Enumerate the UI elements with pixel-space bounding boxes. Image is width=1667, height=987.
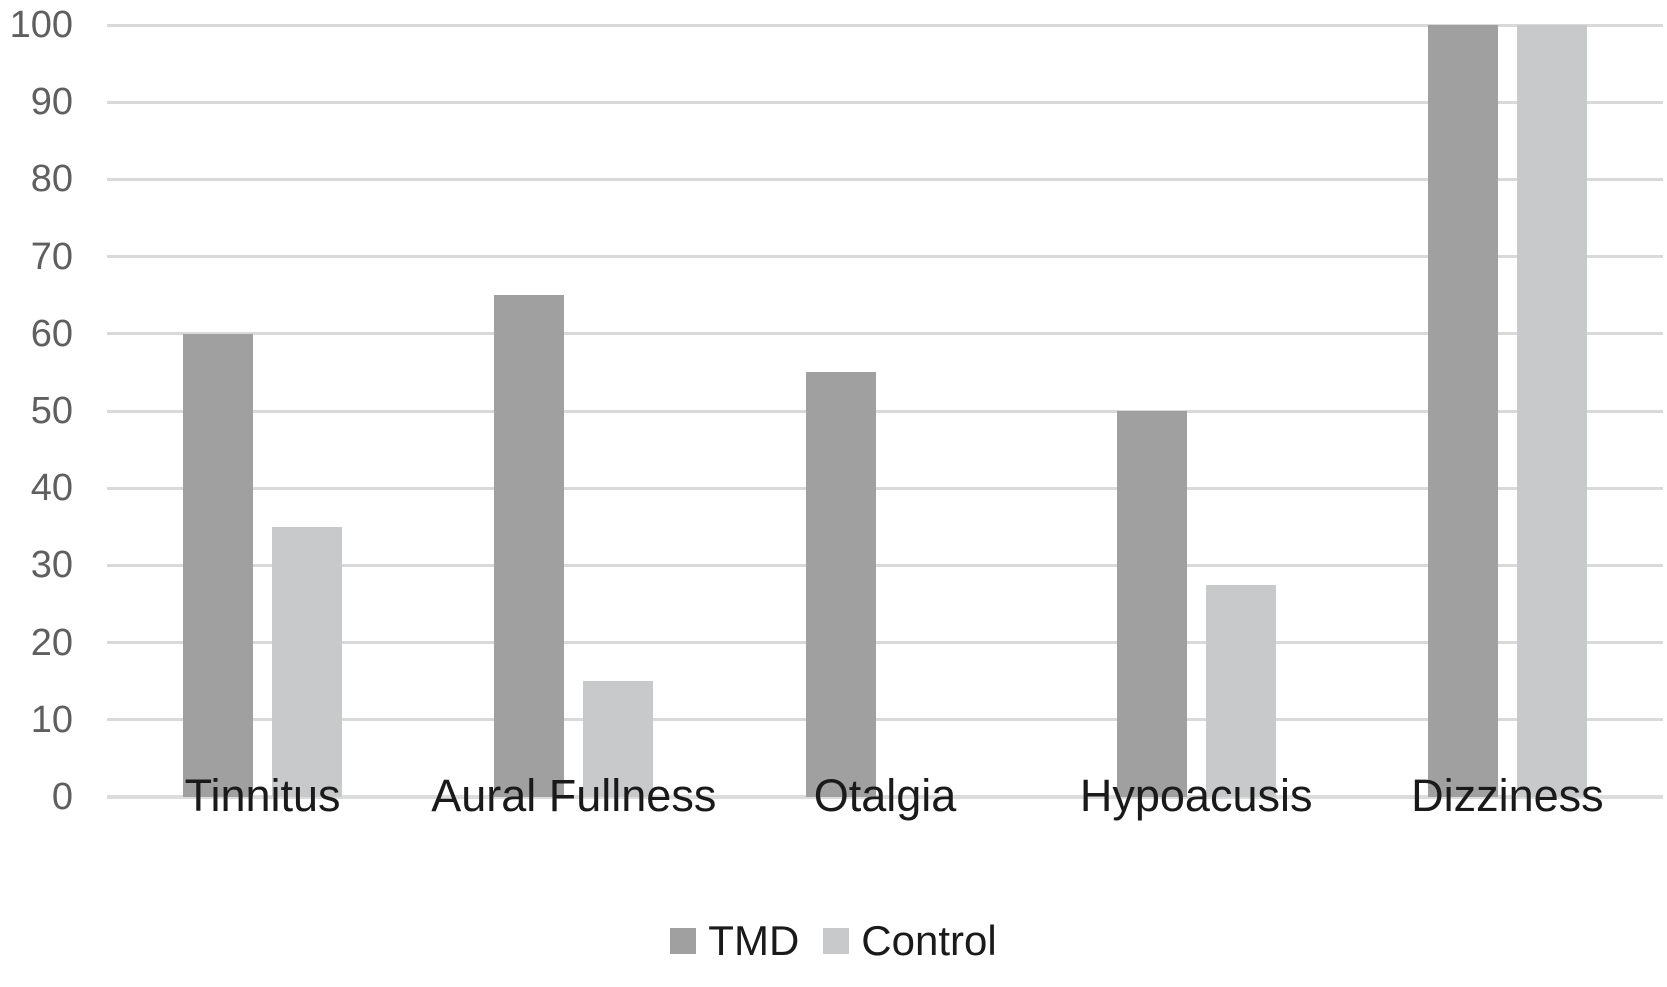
- legend: TMD Control: [0, 916, 1667, 966]
- gridline-70: [107, 255, 1663, 259]
- legend-label-tmd: TMD: [708, 917, 800, 964]
- x-axis-label-tinnitus: Tinnitus: [184, 770, 341, 821]
- gridline-50: [107, 409, 1663, 413]
- gridline-40: [107, 486, 1663, 490]
- x-axis-label-aural-fullness: Aural Fullness: [431, 770, 717, 821]
- gridline-20: [107, 641, 1663, 645]
- y-tick-label-70: 70: [30, 235, 73, 278]
- bar-tmd-otalgia: [805, 372, 876, 797]
- gridline-90: [107, 100, 1663, 104]
- y-tick-label-20: 20: [30, 621, 73, 664]
- gridline-60: [107, 332, 1663, 336]
- gridline-30: [107, 563, 1663, 567]
- y-tick-label-100: 100: [9, 4, 73, 46]
- bar-control-tinnitus: [272, 526, 343, 797]
- y-tick-label-0: 0: [51, 776, 73, 818]
- gridline-80: [107, 177, 1663, 181]
- bar-control-aural-fullness: [583, 681, 654, 797]
- x-axis-baseline: [107, 795, 1663, 799]
- gridline-100: [107, 23, 1663, 27]
- bar-tmd-aural-fullness: [494, 295, 565, 797]
- control-swatch-icon: [823, 928, 850, 954]
- bar-control-dizziness: [1516, 25, 1587, 797]
- legend-item-tmd: TMD: [670, 916, 799, 966]
- y-tick-label-60: 60: [30, 312, 73, 355]
- x-axis-label-hypoacusis: Hypoacusis: [1079, 770, 1313, 821]
- gridline-10: [107, 718, 1663, 722]
- y-tick-label-90: 90: [30, 81, 73, 124]
- bar-tmd-hypoacusis: [1116, 411, 1187, 797]
- bar-tmd-tinnitus: [183, 333, 254, 797]
- y-tick-label-10: 10: [30, 698, 73, 741]
- bar-control-hypoacusis: [1205, 584, 1276, 797]
- y-tick-label-30: 30: [30, 544, 73, 587]
- y-tick-label-40: 40: [30, 467, 73, 510]
- legend-item-control: Control: [823, 916, 997, 966]
- tmd-swatch-icon: [670, 928, 697, 954]
- bar-tmd-dizziness: [1427, 25, 1498, 797]
- x-axis-label-dizziness: Dizziness: [1411, 770, 1604, 821]
- legend-label-control: Control: [861, 917, 997, 964]
- y-tick-label-50: 50: [30, 390, 73, 432]
- y-tick-label-80: 80: [30, 158, 73, 201]
- x-axis-label-otalgia: Otalgia: [813, 770, 957, 821]
